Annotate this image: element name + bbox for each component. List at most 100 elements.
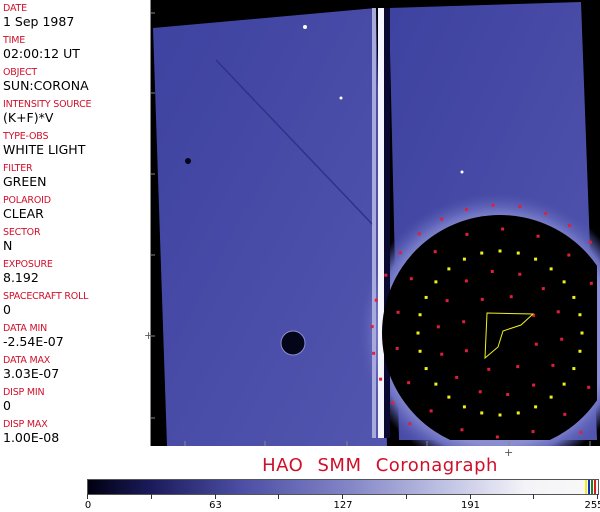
star: [303, 25, 307, 29]
marker-dot: [580, 331, 584, 335]
colorbar-tick: [342, 494, 343, 499]
metadata-label: TYPE-OBS: [3, 131, 49, 142]
left-crosshair: +: [144, 329, 154, 342]
marker-dot: [534, 405, 538, 409]
marker-dot: [480, 411, 484, 415]
colorbar-stripe-yellow: [585, 480, 587, 494]
marker-dot: [516, 365, 520, 369]
pylon-shadow: [384, 8, 390, 438]
coronagraph-image: [151, 0, 600, 446]
marker-dot: [589, 281, 593, 285]
marker-dot: [562, 280, 566, 284]
marker-dot: [418, 349, 422, 353]
marker-dot: [418, 313, 422, 317]
metadata-label: DISP MIN: [3, 387, 45, 398]
marker-dot: [498, 413, 502, 417]
marker-dot: [572, 367, 576, 371]
colorbar-tick-label: 255: [584, 500, 600, 511]
marker-dot: [490, 269, 494, 273]
metadata-value: 1 Sep 1987: [3, 14, 75, 29]
marker-dot: [384, 273, 388, 277]
colorbar-tick: [214, 494, 216, 499]
marker-dot: [434, 280, 438, 284]
metadata-label: DATE: [3, 3, 27, 14]
marker-dot: [398, 251, 402, 255]
marker-dot: [487, 367, 491, 371]
colorbar-stripe-red: [594, 480, 596, 494]
diagonal-streak: [215, 59, 374, 226]
colorbar-stripe-blue: [588, 480, 590, 494]
marker-rings: [370, 203, 593, 439]
marker-dot: [429, 409, 433, 413]
marker-dot: [440, 217, 444, 221]
marker-dot: [445, 299, 449, 303]
metadata-item: POLAROID CLEAR: [3, 195, 51, 221]
selection-polygon[interactable]: [484, 312, 535, 360]
metadata-item: TYPE-OBS WHITE LIGHT: [3, 131, 85, 157]
marker-dot: [460, 428, 464, 432]
plot-title: HAO SMM Coronagraph: [262, 455, 498, 476]
metadata-item: DATE 1 Sep 1987: [3, 3, 74, 29]
colorbar-tick-label: 191: [460, 500, 481, 511]
metadata-label: SPACECRAFT ROLL: [3, 291, 89, 302]
metadata-item: EXPOSURE 8.192: [3, 259, 53, 285]
metadata-item: TIME 02:00:12 UT: [3, 35, 80, 61]
marker-dot: [516, 251, 520, 255]
marker-dot: [379, 377, 383, 381]
marker-dot: [518, 272, 522, 276]
marker-dot: [578, 349, 582, 353]
marker-dot: [407, 381, 411, 385]
marker-dot: [518, 205, 522, 209]
metadata-label: INTENSITY SOURCE: [3, 99, 92, 110]
colorbar-tick: [533, 494, 535, 499]
left-panel-field: [153, 8, 387, 446]
colorbar-tick: [278, 494, 280, 499]
marker-dot: [462, 405, 466, 409]
metadata-label: DATA MAX: [3, 355, 51, 366]
marker-dot: [541, 287, 545, 291]
marker-dot: [416, 331, 420, 335]
marker-dot: [549, 267, 553, 271]
metadata-item: DISP MAX 1.00E-08: [3, 419, 59, 445]
metadata-value: N: [3, 238, 13, 253]
marker-dot: [551, 363, 555, 367]
star: [339, 96, 343, 100]
marker-dot: [491, 203, 495, 207]
metadata-value: WHITE LIGHT: [3, 142, 86, 157]
colorbar-tick-label: 0: [84, 500, 92, 511]
marker-dot: [572, 295, 576, 299]
marker-dot: [536, 234, 540, 238]
colorbar-tick: [150, 494, 152, 499]
pylon-edge: [372, 8, 376, 438]
metadata-item: FILTER GREEN: [3, 163, 47, 189]
colorbar-tick-label: 127: [333, 500, 353, 511]
colorbar-tick-label: 63: [209, 500, 222, 511]
marker-dot: [455, 375, 459, 379]
marker-dot: [563, 412, 567, 416]
marker-dot: [495, 435, 499, 439]
marker-dot: [434, 382, 438, 386]
marker-dot: [465, 232, 469, 236]
marker-dot: [370, 325, 374, 329]
metadata-label: DISP MAX: [3, 419, 48, 430]
colorbar-tick: [405, 494, 407, 499]
marker-dot: [424, 295, 428, 299]
marker-dot: [409, 277, 413, 281]
metadata-panel: DATE 1 Sep 1987 TIME 02:00:12 UT OBJECT SUN:C…: [0, 0, 151, 446]
marker-dot: [440, 352, 444, 356]
metadata-value: 3.03E-07: [3, 366, 60, 381]
metadata-value: (K+F)*V: [3, 110, 54, 125]
marker-dot: [534, 342, 538, 346]
pylon-bright-edge: [378, 8, 384, 438]
marker-dot: [562, 382, 566, 386]
metadata-label: TIME: [3, 35, 26, 46]
metadata-item: DATA MAX 3.03E-07: [3, 355, 59, 381]
marker-dot: [516, 411, 520, 415]
metadata-label: POLAROID: [3, 195, 51, 206]
metadata-item: DATA MIN -2.54E-07: [3, 323, 64, 349]
axis-ticks: [151, 12, 591, 446]
marker-dot: [556, 310, 560, 314]
marker-dot: [588, 240, 592, 244]
marker-dot: [549, 395, 553, 399]
metadata-value: 1.00E-08: [3, 430, 60, 445]
